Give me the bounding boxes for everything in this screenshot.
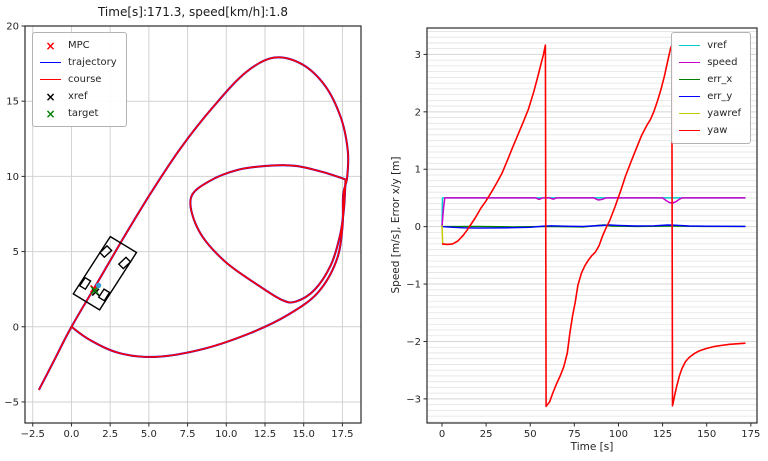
legend-item-yaw: yaw — [679, 122, 741, 139]
course-line — [189, 164, 347, 304]
y-tick-label: 3 — [415, 50, 421, 61]
legend-label: trajectory — [68, 57, 117, 68]
x-tick-label: 75 — [568, 429, 581, 440]
x-tick-label: 150 — [697, 429, 716, 440]
x-tick-label: 100 — [609, 429, 628, 440]
left-plot-title: Time[s]:171.3, speed[km/h]:1.8 — [97, 5, 289, 19]
y-tick-label: 0 — [13, 322, 19, 333]
target-position-marker — [90, 286, 99, 295]
y-tick-label: 1 — [415, 165, 421, 176]
y-tick-label: −5 — [4, 397, 19, 408]
legend-label: err_x — [707, 74, 733, 85]
legend-item-xref: × xref — [40, 88, 117, 105]
vehicle-rear-wheel — [78, 276, 92, 291]
x-tick-label: 15.0 — [293, 429, 315, 440]
legend-label: xref — [68, 91, 88, 102]
vehicle-rear-wheel — [97, 288, 111, 302]
x-tick-label: 12.5 — [254, 429, 276, 440]
legend-label: err_y — [707, 91, 733, 102]
series-speed — [441, 197, 746, 227]
x-tick-label: −2.5 — [21, 429, 45, 440]
y-tick-label: 10 — [6, 172, 19, 183]
y-tick-label: −2 — [406, 337, 421, 348]
legend-label: speed — [707, 57, 738, 68]
series-yaw — [441, 44, 746, 408]
legend-label: target — [68, 108, 99, 119]
y-tick-label: 0 — [415, 222, 421, 233]
axes-frame — [426, 27, 758, 424]
legend-item-vref: vref — [679, 37, 741, 54]
x-tick-label: 7.5 — [180, 429, 196, 440]
x-tick-label: 50 — [524, 429, 537, 440]
x-tick-label: 0.0 — [63, 429, 79, 440]
target-x-marker-sample: × — [45, 106, 56, 121]
legend-label: yaw — [707, 125, 728, 136]
vehicle-body — [72, 235, 138, 311]
right-plot-ylabel: Speed [m/s], Error x/y [m] — [390, 156, 402, 294]
y-tick-label: −3 — [406, 394, 421, 405]
legend-label: yawref — [707, 108, 741, 119]
right-plot-xlabel: Time [s] — [570, 441, 614, 453]
vehicle-front-wheel — [117, 256, 132, 270]
x-tick-label: 25 — [480, 429, 493, 440]
course-line — [38, 56, 350, 391]
legend-item-target: × target — [40, 105, 117, 122]
legend-item-err_y: err_y — [679, 88, 741, 105]
x-tick-label: 0 — [439, 429, 445, 440]
legend-label: course — [68, 74, 102, 85]
yawref-line-sample — [679, 113, 701, 114]
series-vref — [441, 197, 746, 227]
vref-line-sample — [679, 45, 701, 46]
y-tick-label: 20 — [6, 22, 19, 33]
err_y-line-sample — [679, 96, 701, 97]
y-tick-label: 15 — [6, 97, 19, 108]
xref-x-marker-sample: × — [45, 89, 56, 104]
x-tick-label: 125 — [653, 429, 672, 440]
trajectory-line-sample — [40, 62, 61, 63]
axes-frame — [24, 25, 362, 424]
legend-item-MPC: × MPC — [40, 37, 117, 54]
y-tick-label: 5 — [13, 247, 19, 258]
left-plot-legend: × MPC trajectory course × xref × target — [32, 32, 127, 127]
MPC-x-marker-sample: × — [45, 38, 56, 53]
x-tick-label: 17.5 — [331, 429, 353, 440]
course-line-sample — [40, 79, 61, 80]
yaw-line-sample — [679, 130, 701, 131]
legend-label: MPC — [68, 40, 90, 51]
legend-item-course: course — [40, 71, 117, 88]
x-tick-label: 175 — [741, 429, 760, 440]
legend-item-err_x: err_x — [679, 71, 741, 88]
y-tick-label: 2 — [415, 107, 421, 118]
series-err_y — [441, 224, 746, 229]
series-yawref — [441, 225, 450, 246]
err_x-line-sample — [679, 79, 701, 80]
trajectory-line — [189, 164, 347, 304]
legend-item-trajectory: trajectory — [40, 54, 117, 71]
x-tick-label: 10.0 — [215, 429, 237, 440]
legend-label: vref — [707, 40, 727, 51]
vehicle-front-wheel — [98, 244, 113, 259]
y-tick-label: −1 — [406, 280, 421, 291]
state-dot-marker — [95, 282, 102, 289]
legend-item-yawref: yawref — [679, 105, 741, 122]
speed-line-sample — [679, 62, 701, 63]
legend-item-speed: speed — [679, 54, 741, 71]
x-tick-label: 5.0 — [141, 429, 157, 440]
x-tick-label: 2.5 — [102, 429, 118, 440]
